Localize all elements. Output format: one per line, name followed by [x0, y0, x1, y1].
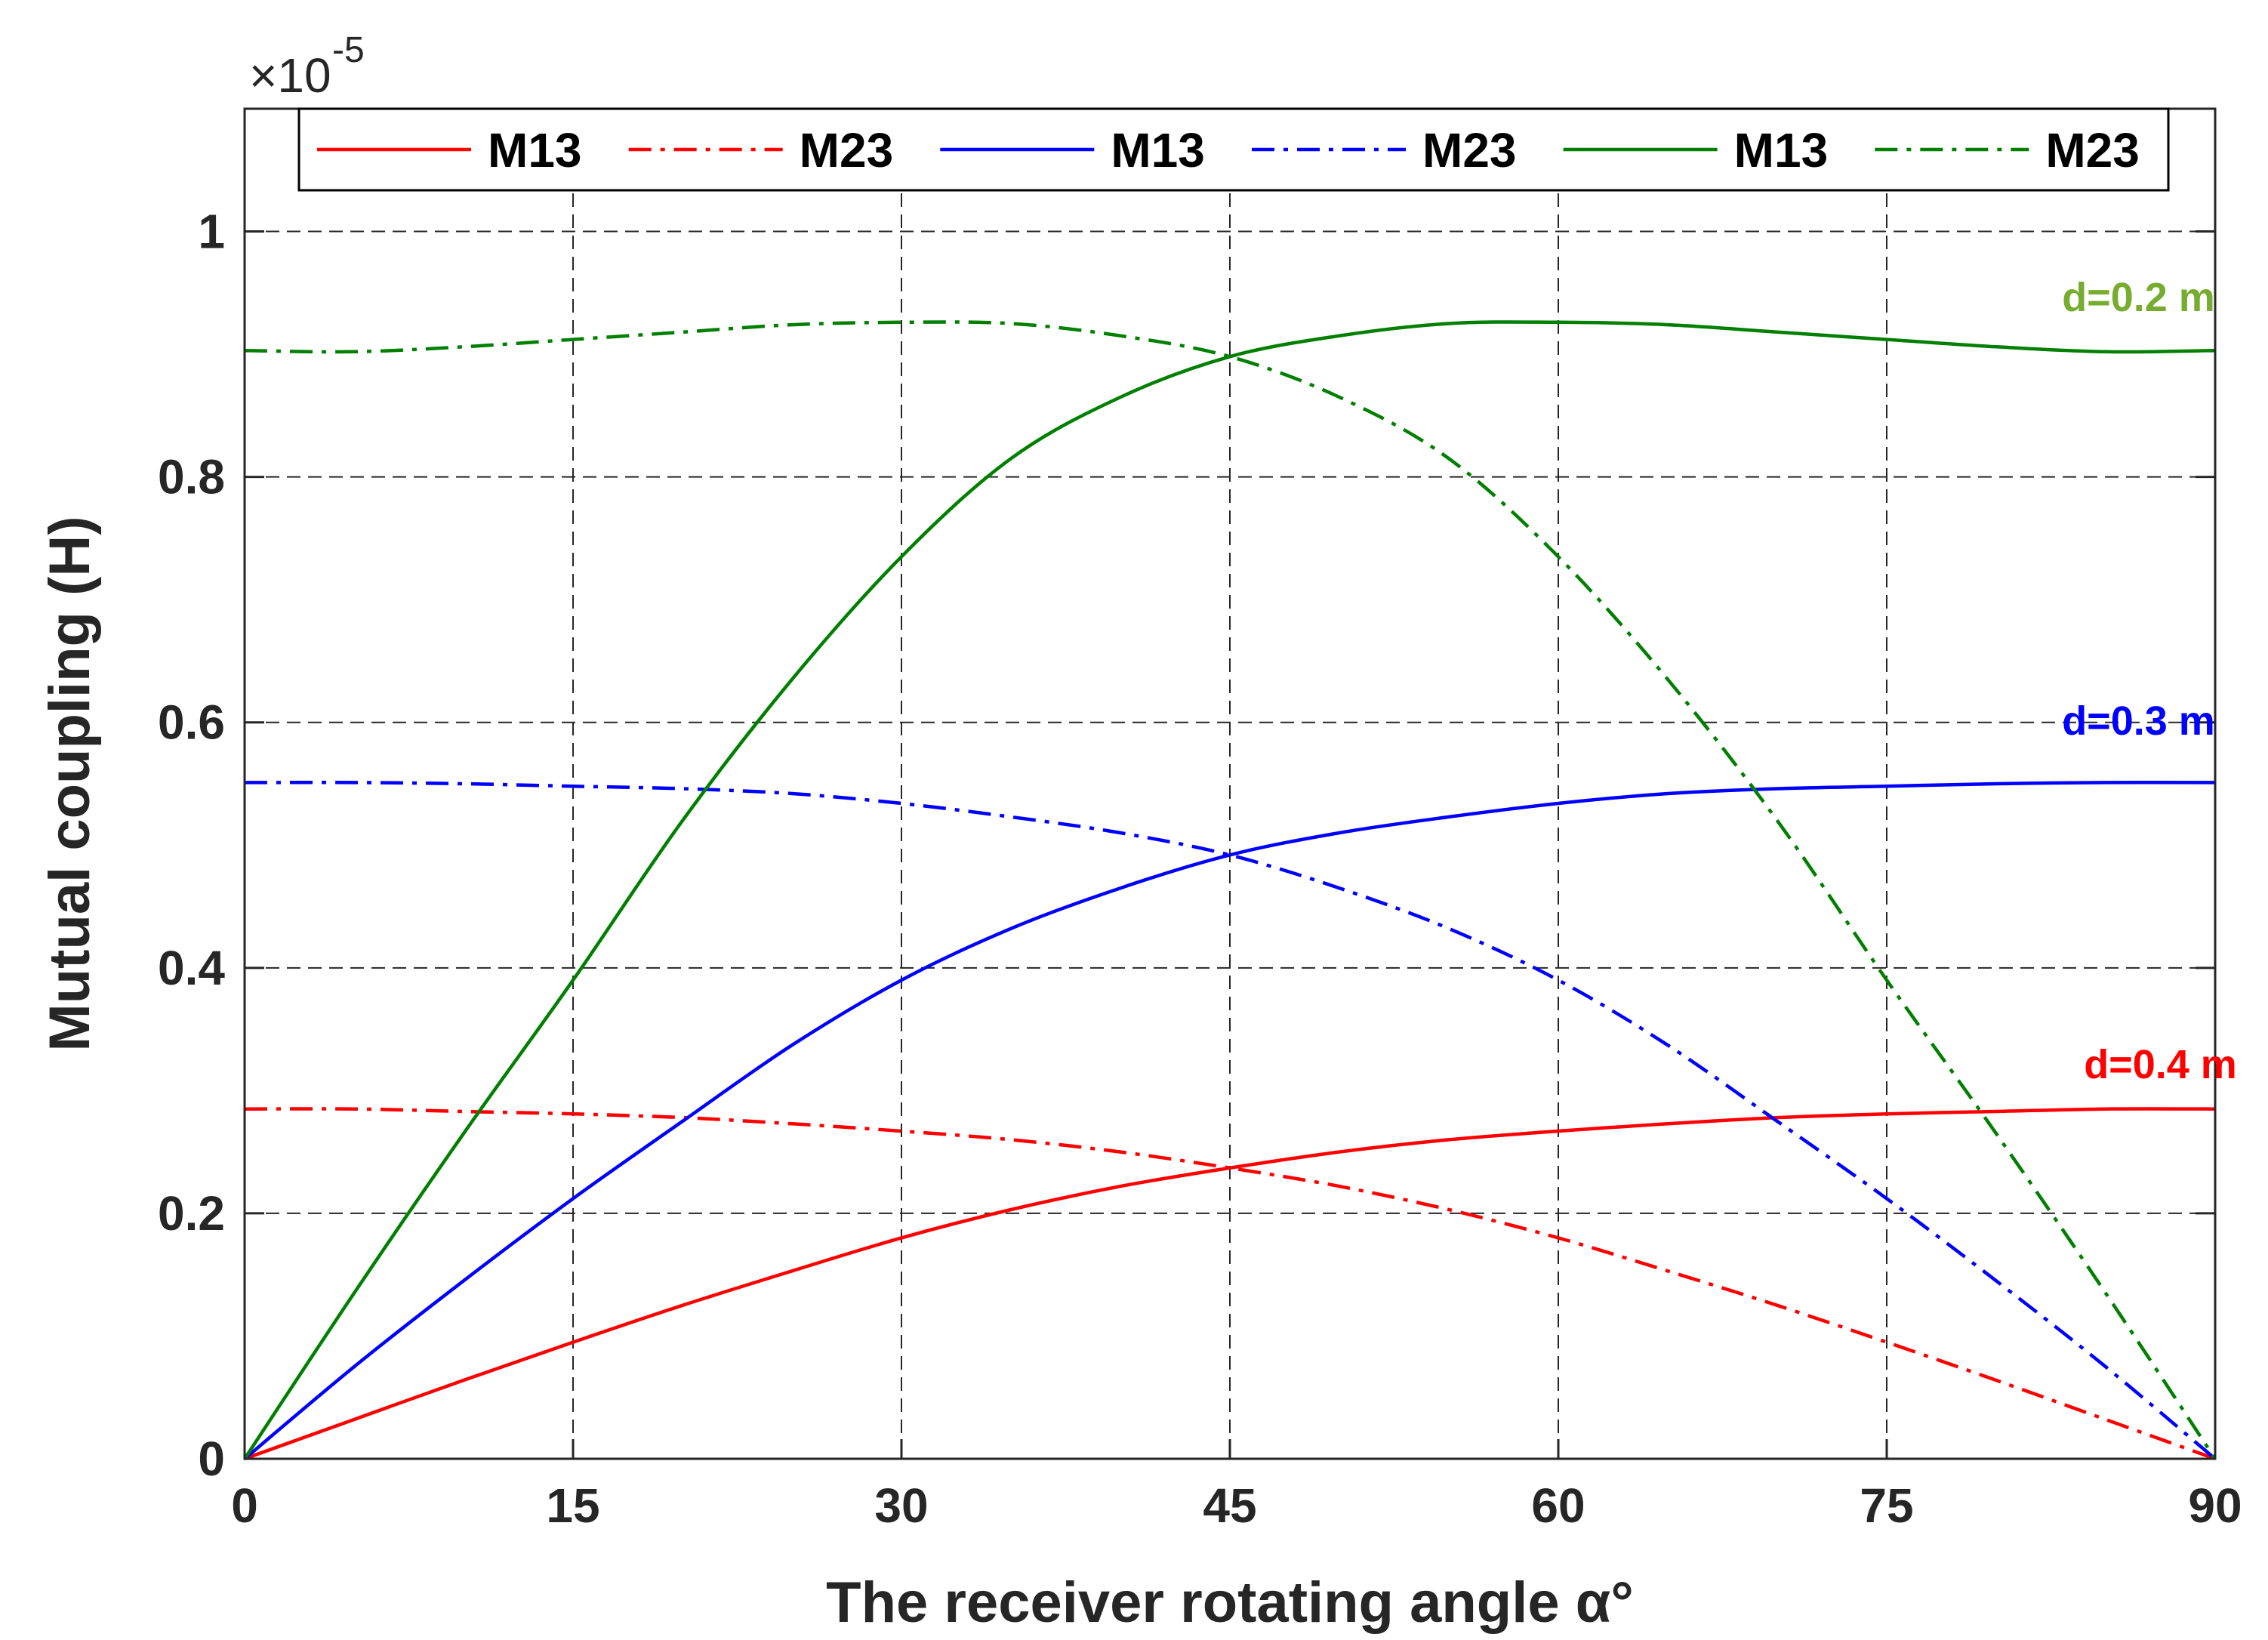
legend-entry-6: M23 — [2045, 123, 2140, 177]
x-tick-label: 0 — [231, 1478, 258, 1533]
x-tick-label: 90 — [2188, 1478, 2242, 1533]
legend-entry-4: M23 — [1422, 123, 1517, 177]
curve-annotation-1: d=0.2 m — [2062, 275, 2215, 320]
y-tick-label: 0.8 — [158, 450, 225, 504]
y-tick-label: 0.2 — [158, 1186, 225, 1241]
x-tick-label: 60 — [1531, 1478, 1585, 1533]
y-exponent-base: ×10 — [249, 48, 331, 103]
legend-box — [297, 107, 2170, 192]
x-tick-label: 15 — [546, 1478, 599, 1533]
x-axis-label: The receiver rotating angle α° — [826, 1571, 1634, 1635]
x-tick-label: 45 — [1203, 1478, 1256, 1533]
y-tick-label: 0.4 — [158, 941, 225, 995]
legend-entry-3: M13 — [1111, 123, 1205, 177]
series-line-1 — [244, 1107, 2216, 1461]
axis-ticks: 0 15 30 45 60 75 90 0 0.2 0.4 0.6 0.8 1 — [158, 109, 2242, 1533]
legend: M13 M23 M13 M23 M13 M23 — [297, 107, 2170, 192]
grid-lines — [245, 109, 2215, 1459]
series-line-6 — [244, 320, 2217, 1460]
series-lines — [243, 320, 2217, 1461]
x-tick-label: 30 — [874, 1478, 928, 1533]
y-axis-exponent: ×10 -5 — [249, 30, 365, 103]
y-tick-label: 1 — [198, 205, 225, 259]
y-tick-label: 0.6 — [158, 695, 225, 750]
series-line-2 — [244, 1107, 2216, 1461]
y-axis-label: Mutual coupling (H) — [38, 516, 102, 1051]
y-exponent-power: -5 — [332, 30, 365, 70]
y-tick-label: 0 — [198, 1432, 225, 1486]
x-tick-label: 75 — [1860, 1478, 1913, 1533]
curve-annotation-3: d=0.4 m — [2084, 1042, 2237, 1087]
series-line-4 — [244, 781, 2217, 1460]
curve-annotation-2: d=0.3 m — [2062, 698, 2215, 744]
legend-entry-5: M13 — [1734, 123, 1829, 177]
legend-entry-1: M13 — [488, 123, 582, 177]
curve-annotations: d=0.2 m d=0.3 m d=0.4 m — [2062, 275, 2237, 1087]
series-line-5 — [243, 320, 2216, 1460]
series-line-3 — [243, 781, 2216, 1460]
legend-entry-2: M23 — [800, 123, 894, 177]
